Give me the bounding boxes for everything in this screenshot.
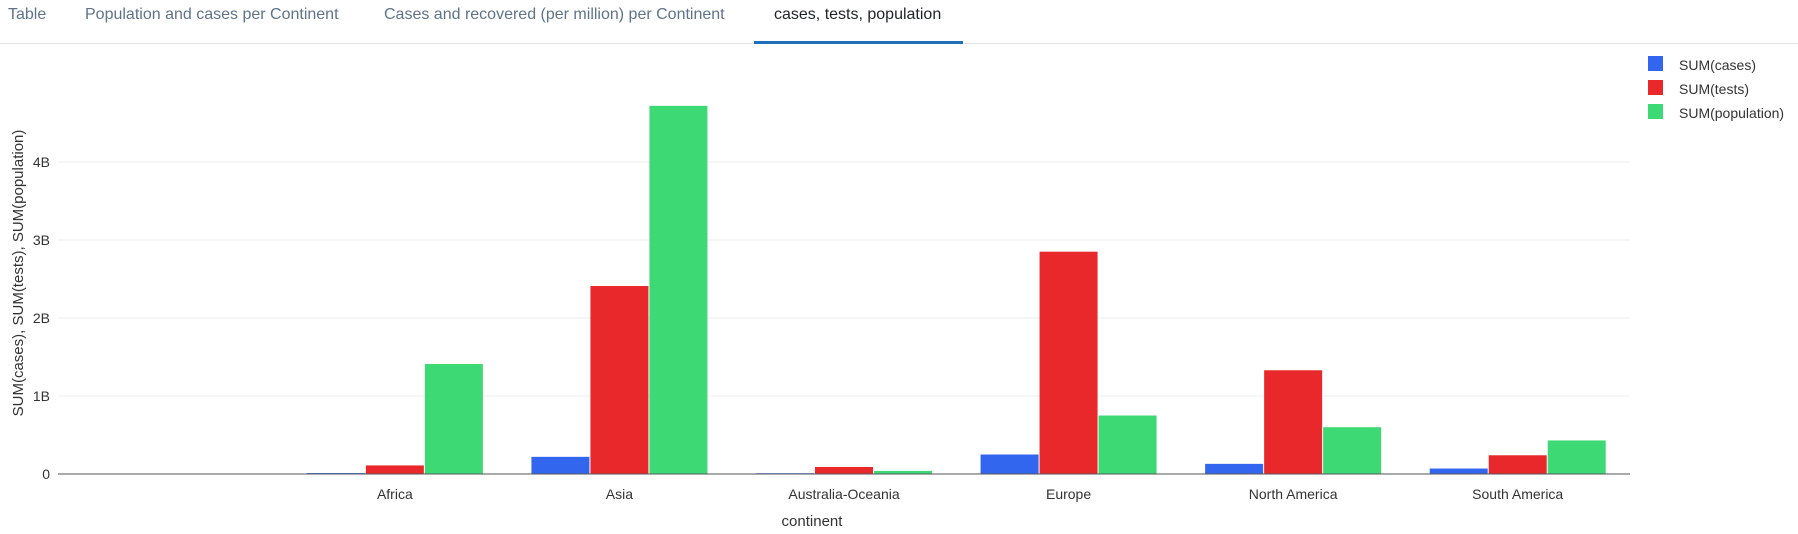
- bar-chart: 0 1B 2B 3B 4B Africa Asia Australia-Oceania Eur…: [10, 56, 1784, 530]
- x-tick-label: Asia: [606, 486, 633, 502]
- tab-cases-tests-population[interactable]: cases, tests, population: [754, 0, 963, 44]
- y-axis-title: SUM(cases), SUM(tests), SUM(population): [10, 130, 27, 417]
- bar-north-america-series-1[interactable]: [1264, 370, 1323, 474]
- tab-table[interactable]: Table: [8, 6, 47, 23]
- bar-australia-oceania-series-1[interactable]: [815, 466, 873, 474]
- bar-europe-series-0[interactable]: [980, 454, 1039, 475]
- tab-bar: Table Population and cases per Continent…: [0, 0, 1798, 44]
- y-tick-label: 3B: [33, 232, 50, 248]
- bar-south-america-series-1[interactable]: [1488, 455, 1547, 474]
- bar-north-america-series-0[interactable]: [1205, 463, 1264, 474]
- x-tick-label: Australia-Oceania: [788, 486, 899, 502]
- y-tick-label: 0: [42, 466, 50, 482]
- legend-swatch: [1648, 80, 1663, 95]
- bar-europe-series-2[interactable]: [1098, 415, 1157, 475]
- bar-australia-oceania-series-2[interactable]: [874, 470, 932, 474]
- legend-swatch: [1648, 104, 1663, 119]
- legend[interactable]: SUM(cases) SUM(tests) SUM(population): [1648, 56, 1784, 121]
- y-tick-label: 1B: [33, 388, 50, 404]
- bar-asia-series-2[interactable]: [649, 105, 708, 474]
- tab-population-and-cases[interactable]: Population and cases per Continent: [85, 6, 339, 23]
- bar-south-america-series-0[interactable]: [1429, 468, 1488, 474]
- bars: [306, 105, 1606, 475]
- legend-label[interactable]: SUM(tests): [1679, 81, 1749, 97]
- tab-cases-and-recovered[interactable]: Cases and recovered (per million) per Co…: [384, 6, 725, 23]
- bar-asia-series-1[interactable]: [590, 286, 649, 474]
- x-axis-title: continent: [782, 513, 844, 530]
- bar-africa-series-1[interactable]: [365, 465, 424, 474]
- bar-africa-series-2[interactable]: [424, 364, 483, 474]
- bar-north-america-series-2[interactable]: [1323, 427, 1382, 474]
- x-tick-label: North America: [1249, 486, 1338, 502]
- y-tick-label: 2B: [33, 310, 50, 326]
- x-tick-label: South America: [1472, 486, 1563, 502]
- grid-lines: [58, 161, 1630, 397]
- y-axis-ticks: 0 1B 2B 3B 4B: [33, 154, 50, 482]
- bar-south-america-series-2[interactable]: [1547, 440, 1606, 474]
- legend-label[interactable]: SUM(population): [1679, 105, 1784, 121]
- x-tick-label: Africa: [377, 486, 413, 502]
- x-tick-label: Europe: [1046, 486, 1091, 502]
- bar-asia-series-0[interactable]: [531, 456, 590, 474]
- x-axis-ticks: Africa Asia Australia-Oceania Europe North A…: [377, 486, 1563, 502]
- legend-label[interactable]: SUM(cases): [1679, 57, 1756, 73]
- y-tick-label: 4B: [33, 154, 50, 170]
- bar-europe-series-1[interactable]: [1039, 251, 1098, 474]
- legend-swatch: [1648, 56, 1663, 71]
